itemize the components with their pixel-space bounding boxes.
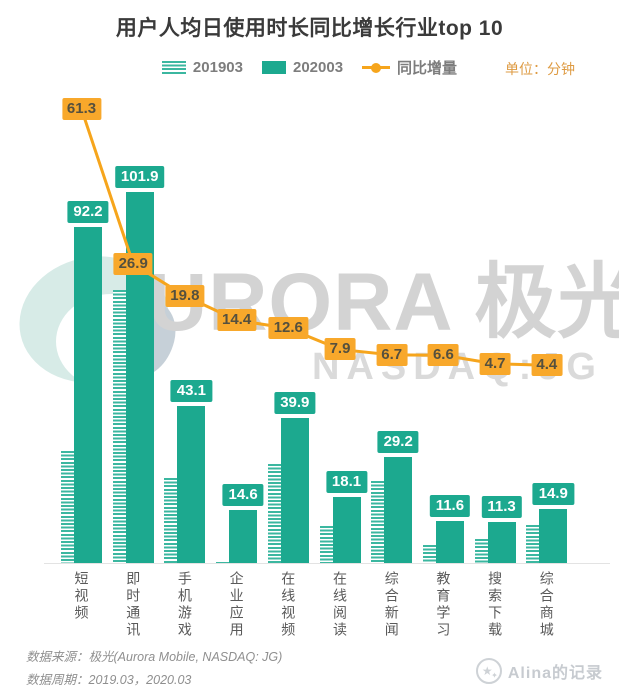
increment-value-label: 12.6: [268, 317, 308, 340]
increment-value-label: 4.4: [531, 354, 563, 377]
increment-value-label: 6.7: [376, 343, 408, 366]
bar-value-label: 39.9: [274, 391, 316, 414]
bar-201903-在线阅读: [319, 525, 333, 563]
bar-value-label: 101.9: [114, 166, 165, 189]
chart-title: 用户人均日使用时长同比增长行业top 10: [115, 17, 504, 40]
bar-202003-手机游戏: [177, 406, 206, 563]
bar-201903-教育学习: [422, 544, 436, 563]
category-label: 综合商城: [538, 571, 555, 639]
category-label: 在线阅读: [332, 571, 348, 639]
legend: 201903 202003 同比增量: [0, 57, 619, 78]
bar-202003-在线阅读: [332, 497, 361, 563]
category-label: 搜索下载: [487, 571, 504, 639]
legend-swatch-202003: [261, 61, 286, 74]
bar-201903-短视频: [61, 450, 74, 563]
bar-201903-搜索下载: [474, 538, 488, 563]
bar-201903-综合新闻: [371, 481, 385, 563]
bar-value-label: 29.2: [377, 430, 419, 453]
bar-202003-在线视频: [280, 417, 309, 563]
category-label: 教育学习: [435, 571, 452, 639]
increment-value-label: 4.7: [479, 352, 511, 375]
legend-line-dot-icon: [371, 62, 382, 73]
data-source-note: 数据来源：极光(Aurora Mobile, NASDAQ: JG): [26, 650, 283, 664]
category-label: 综合新闻: [383, 571, 400, 639]
bar-202003-教育学习: [435, 520, 464, 563]
increment-value-label: 61.3: [61, 98, 102, 121]
increment-value-label: 19.8: [165, 284, 205, 307]
bar-202003-综合商城: [539, 508, 568, 563]
category-label: 短视频: [73, 571, 90, 622]
bar-value-label: 92.2: [67, 201, 109, 224]
footer-notes: 数据来源：极光(Aurora Mobile, NASDAQ: JG) 数据周期：…: [26, 646, 282, 692]
increment-value-label: 14.4: [216, 309, 257, 332]
category-label: 即时通讯: [125, 571, 142, 639]
legend-line-marker-icon: [362, 61, 391, 74]
sparkle-dot-icon: ✦: [491, 671, 498, 680]
increment-value-label: 6.6: [427, 344, 459, 367]
bar-201903-在线视频: [267, 463, 281, 563]
legend-label-increment: 同比增量: [397, 60, 458, 77]
bar-201903-企业应用: [216, 562, 230, 563]
category-label: 企业应用: [228, 571, 245, 639]
bar-201903-手机游戏: [164, 478, 178, 563]
legend-label-201903: 201903: [192, 59, 243, 76]
bar-value-label: 14.9: [532, 482, 574, 505]
bar-value-label: 11.3: [481, 495, 522, 518]
x-axis-line: [44, 563, 610, 564]
sparkle-star-icon: ★: [481, 664, 493, 678]
sparkle-circle-icon: ★ ✦: [475, 658, 502, 684]
bar-202003-综合新闻: [384, 456, 413, 563]
data-period-note: 数据周期：2019.03，2020.03: [26, 673, 192, 687]
category-label: 在线视频: [280, 571, 297, 639]
bar-202003-搜索下载: [487, 521, 516, 563]
category-label: 手机游戏: [176, 571, 193, 639]
bar-202003-企业应用: [229, 509, 258, 563]
bar-201903-综合商城: [526, 524, 540, 563]
legend-label-202003: 202003: [292, 59, 344, 76]
unit-label: 单位：分钟: [505, 61, 575, 77]
bar-value-label: 18.1: [325, 471, 368, 494]
brand-watermark: ★ ✦ Alina的记录: [475, 658, 603, 684]
bar-value-label: 11.6: [429, 494, 471, 517]
increment-value-label: 26.9: [113, 252, 153, 275]
increment-value-label: 7.9: [324, 338, 356, 361]
bar-value-label: 14.6: [222, 483, 264, 506]
bar-value-label: 43.1: [170, 380, 212, 403]
brand-text: Alina的记录: [507, 665, 603, 682]
legend-swatch-201903: [161, 61, 186, 74]
